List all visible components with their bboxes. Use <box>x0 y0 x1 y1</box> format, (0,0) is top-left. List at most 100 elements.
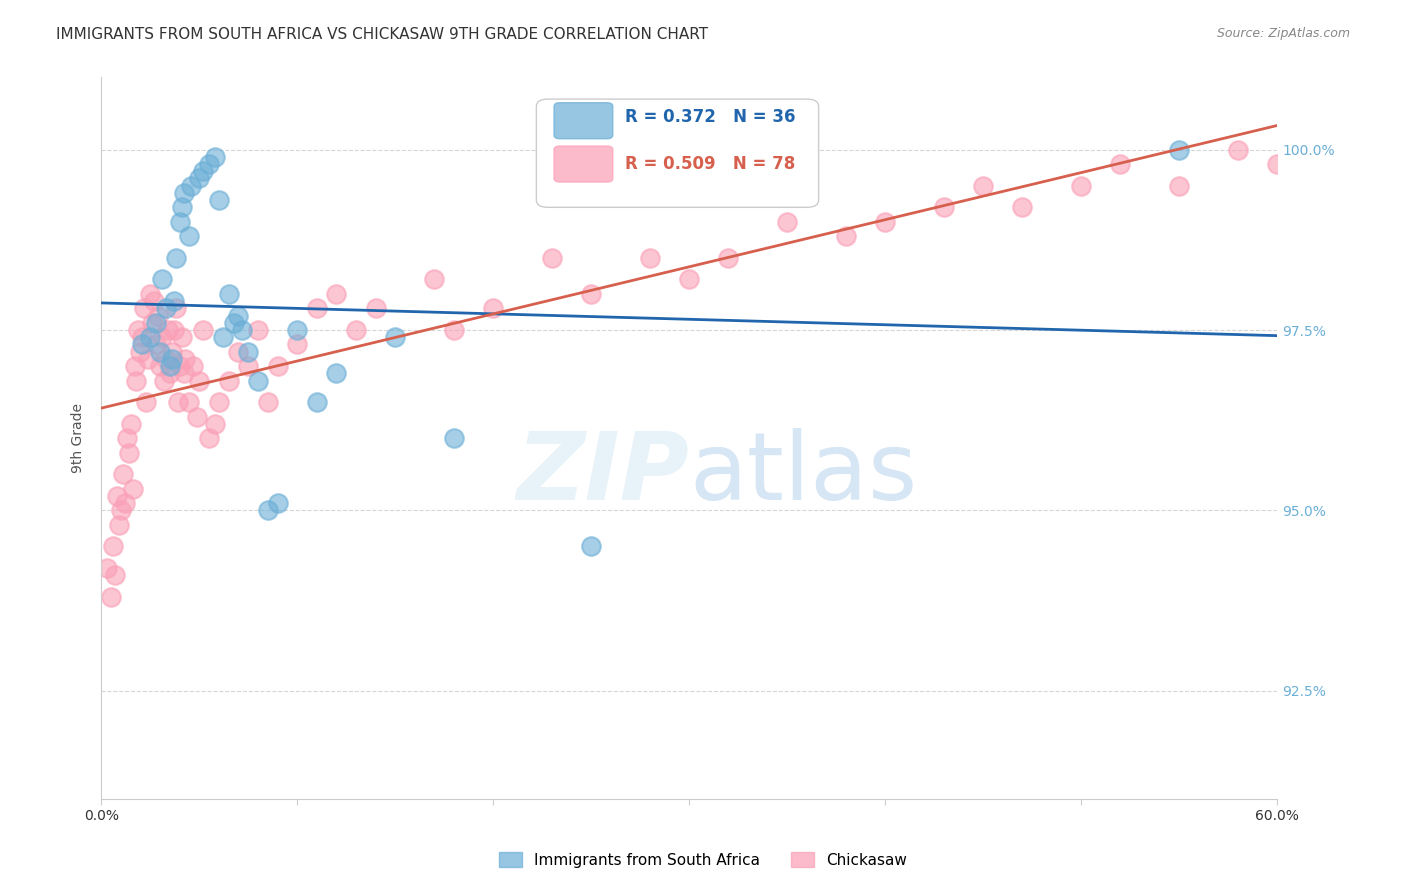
Point <box>111 467 134 482</box>
Point <box>170 200 193 214</box>
Point <box>125 374 148 388</box>
Point <box>165 301 187 316</box>
Text: R = 0.509   N = 78: R = 0.509 N = 78 <box>624 155 794 173</box>
Point <box>224 316 246 330</box>
Point <box>482 301 505 316</box>
FancyBboxPatch shape <box>536 99 818 207</box>
Point <box>231 323 253 337</box>
Point <box>115 431 138 445</box>
Point <box>384 330 406 344</box>
Point <box>678 272 700 286</box>
Point <box>124 359 146 373</box>
Point <box>108 517 131 532</box>
Point <box>364 301 387 316</box>
Point <box>198 431 221 445</box>
Point <box>204 417 226 431</box>
Point <box>173 186 195 200</box>
Point <box>141 316 163 330</box>
Point <box>1168 178 1191 193</box>
Point <box>1168 143 1191 157</box>
Point <box>183 359 205 373</box>
Point <box>131 330 153 344</box>
Point <box>211 330 233 344</box>
Point <box>149 359 172 373</box>
Point <box>145 316 167 330</box>
Point <box>174 351 197 366</box>
Point <box>266 359 288 373</box>
Point <box>1227 143 1250 157</box>
Point <box>165 251 187 265</box>
Point <box>423 272 446 286</box>
Point <box>285 323 308 337</box>
Point <box>776 215 799 229</box>
Point <box>717 251 740 265</box>
Point <box>145 337 167 351</box>
Point <box>127 323 149 337</box>
Point <box>325 367 347 381</box>
Point <box>247 323 270 337</box>
Point <box>131 337 153 351</box>
Point <box>156 323 179 337</box>
Point <box>135 395 157 409</box>
Point <box>105 489 128 503</box>
Point <box>285 337 308 351</box>
Point <box>129 344 152 359</box>
Point <box>198 157 221 171</box>
Point <box>305 395 328 409</box>
Point <box>218 374 240 388</box>
Point <box>160 344 183 359</box>
FancyBboxPatch shape <box>554 103 613 139</box>
Point <box>139 330 162 344</box>
Point <box>134 301 156 316</box>
Point <box>835 229 858 244</box>
Point <box>228 344 250 359</box>
Point <box>256 395 278 409</box>
Point <box>146 309 169 323</box>
Point <box>153 374 176 388</box>
Point <box>173 367 195 381</box>
Y-axis label: 9th Grade: 9th Grade <box>72 403 86 474</box>
Point <box>121 482 143 496</box>
Point <box>155 301 177 316</box>
Point <box>118 445 141 459</box>
Point <box>166 395 188 409</box>
Point <box>208 395 231 409</box>
Point <box>186 409 208 424</box>
Point <box>179 229 201 244</box>
Point <box>163 323 186 337</box>
Point <box>932 200 955 214</box>
Point <box>238 359 260 373</box>
Text: IMMIGRANTS FROM SOUTH AFRICA VS CHICKASAW 9TH GRADE CORRELATION CHART: IMMIGRANTS FROM SOUTH AFRICA VS CHICKASA… <box>56 27 709 42</box>
Point <box>155 351 177 366</box>
Point <box>163 294 186 309</box>
Text: R = 0.372   N = 36: R = 0.372 N = 36 <box>624 108 794 126</box>
Point <box>180 178 202 193</box>
Point <box>541 251 564 265</box>
Point <box>150 272 173 286</box>
Point <box>169 215 191 229</box>
Point <box>100 590 122 604</box>
Point <box>208 193 231 207</box>
Text: ZIP: ZIP <box>516 428 689 520</box>
Point <box>159 367 181 381</box>
Point <box>188 171 211 186</box>
Point <box>228 309 250 323</box>
Point <box>188 374 211 388</box>
Point <box>218 287 240 301</box>
Point <box>1265 157 1288 171</box>
Point <box>170 330 193 344</box>
Legend: Immigrants from South Africa, Chickasaw: Immigrants from South Africa, Chickasaw <box>492 844 914 875</box>
Point <box>305 301 328 316</box>
Point <box>191 164 214 178</box>
Point <box>120 417 142 431</box>
Point <box>581 287 603 301</box>
Point <box>344 323 367 337</box>
Point <box>139 287 162 301</box>
Point <box>96 561 118 575</box>
Point <box>104 568 127 582</box>
Text: atlas: atlas <box>689 428 918 520</box>
Point <box>159 359 181 373</box>
Point <box>150 330 173 344</box>
Point <box>114 496 136 510</box>
Point <box>149 344 172 359</box>
